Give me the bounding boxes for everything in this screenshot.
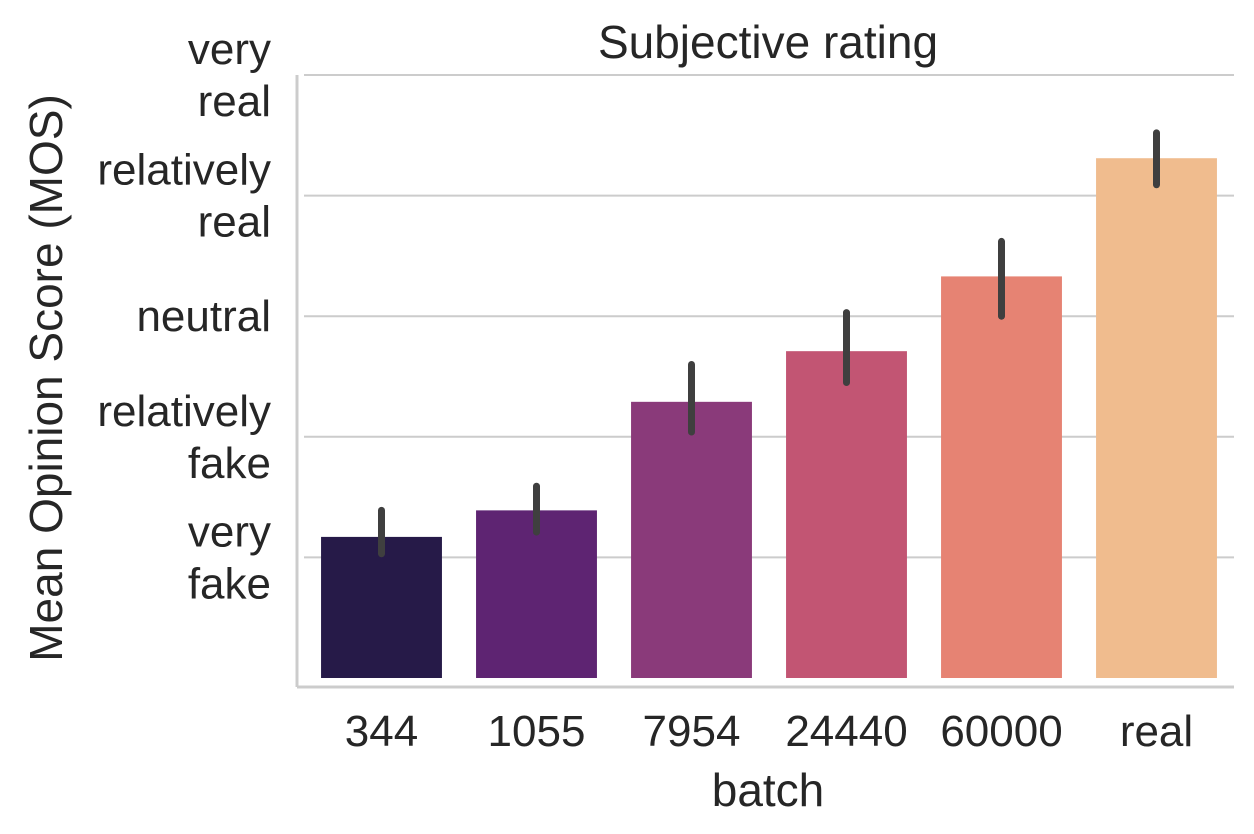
x-axis-label: batch [712, 764, 825, 816]
y-tick-label: relatively [97, 387, 271, 436]
y-tick-label: real [198, 77, 271, 126]
bar [941, 276, 1062, 678]
bar [631, 401, 752, 678]
y-tick-label: very [188, 507, 271, 556]
bar [786, 351, 907, 678]
bars [321, 158, 1217, 679]
x-tick-label: 60000 [940, 707, 1062, 756]
x-tick-labels: 344 1055 7954 24440 60000 real [345, 707, 1193, 756]
y-tick-labels: veryfakerelativelyfakeneutralrelativelyr… [97, 25, 271, 608]
y-tick-label: fake [188, 559, 271, 608]
error-bars [378, 129, 1160, 558]
y-tick-label: fake [188, 439, 271, 488]
y-tick-label: neutral [136, 292, 271, 341]
x-tick-label: 24440 [785, 707, 907, 756]
x-tick-label: 1055 [488, 707, 586, 756]
bar [1096, 158, 1217, 679]
gridlines [304, 74, 1234, 559]
x-tick-label: 344 [345, 707, 418, 756]
chart-title: Subjective rating [598, 16, 938, 68]
y-tick-label: real [198, 198, 271, 247]
y-axis-label: Mean Opinion Score (MOS) [20, 94, 72, 662]
bar [321, 536, 442, 678]
x-tick-label: real [1120, 707, 1193, 756]
x-tick-label: 7954 [643, 707, 741, 756]
bar [476, 510, 597, 678]
y-tick-label: relatively [97, 146, 271, 195]
y-tick-label: very [188, 25, 271, 74]
